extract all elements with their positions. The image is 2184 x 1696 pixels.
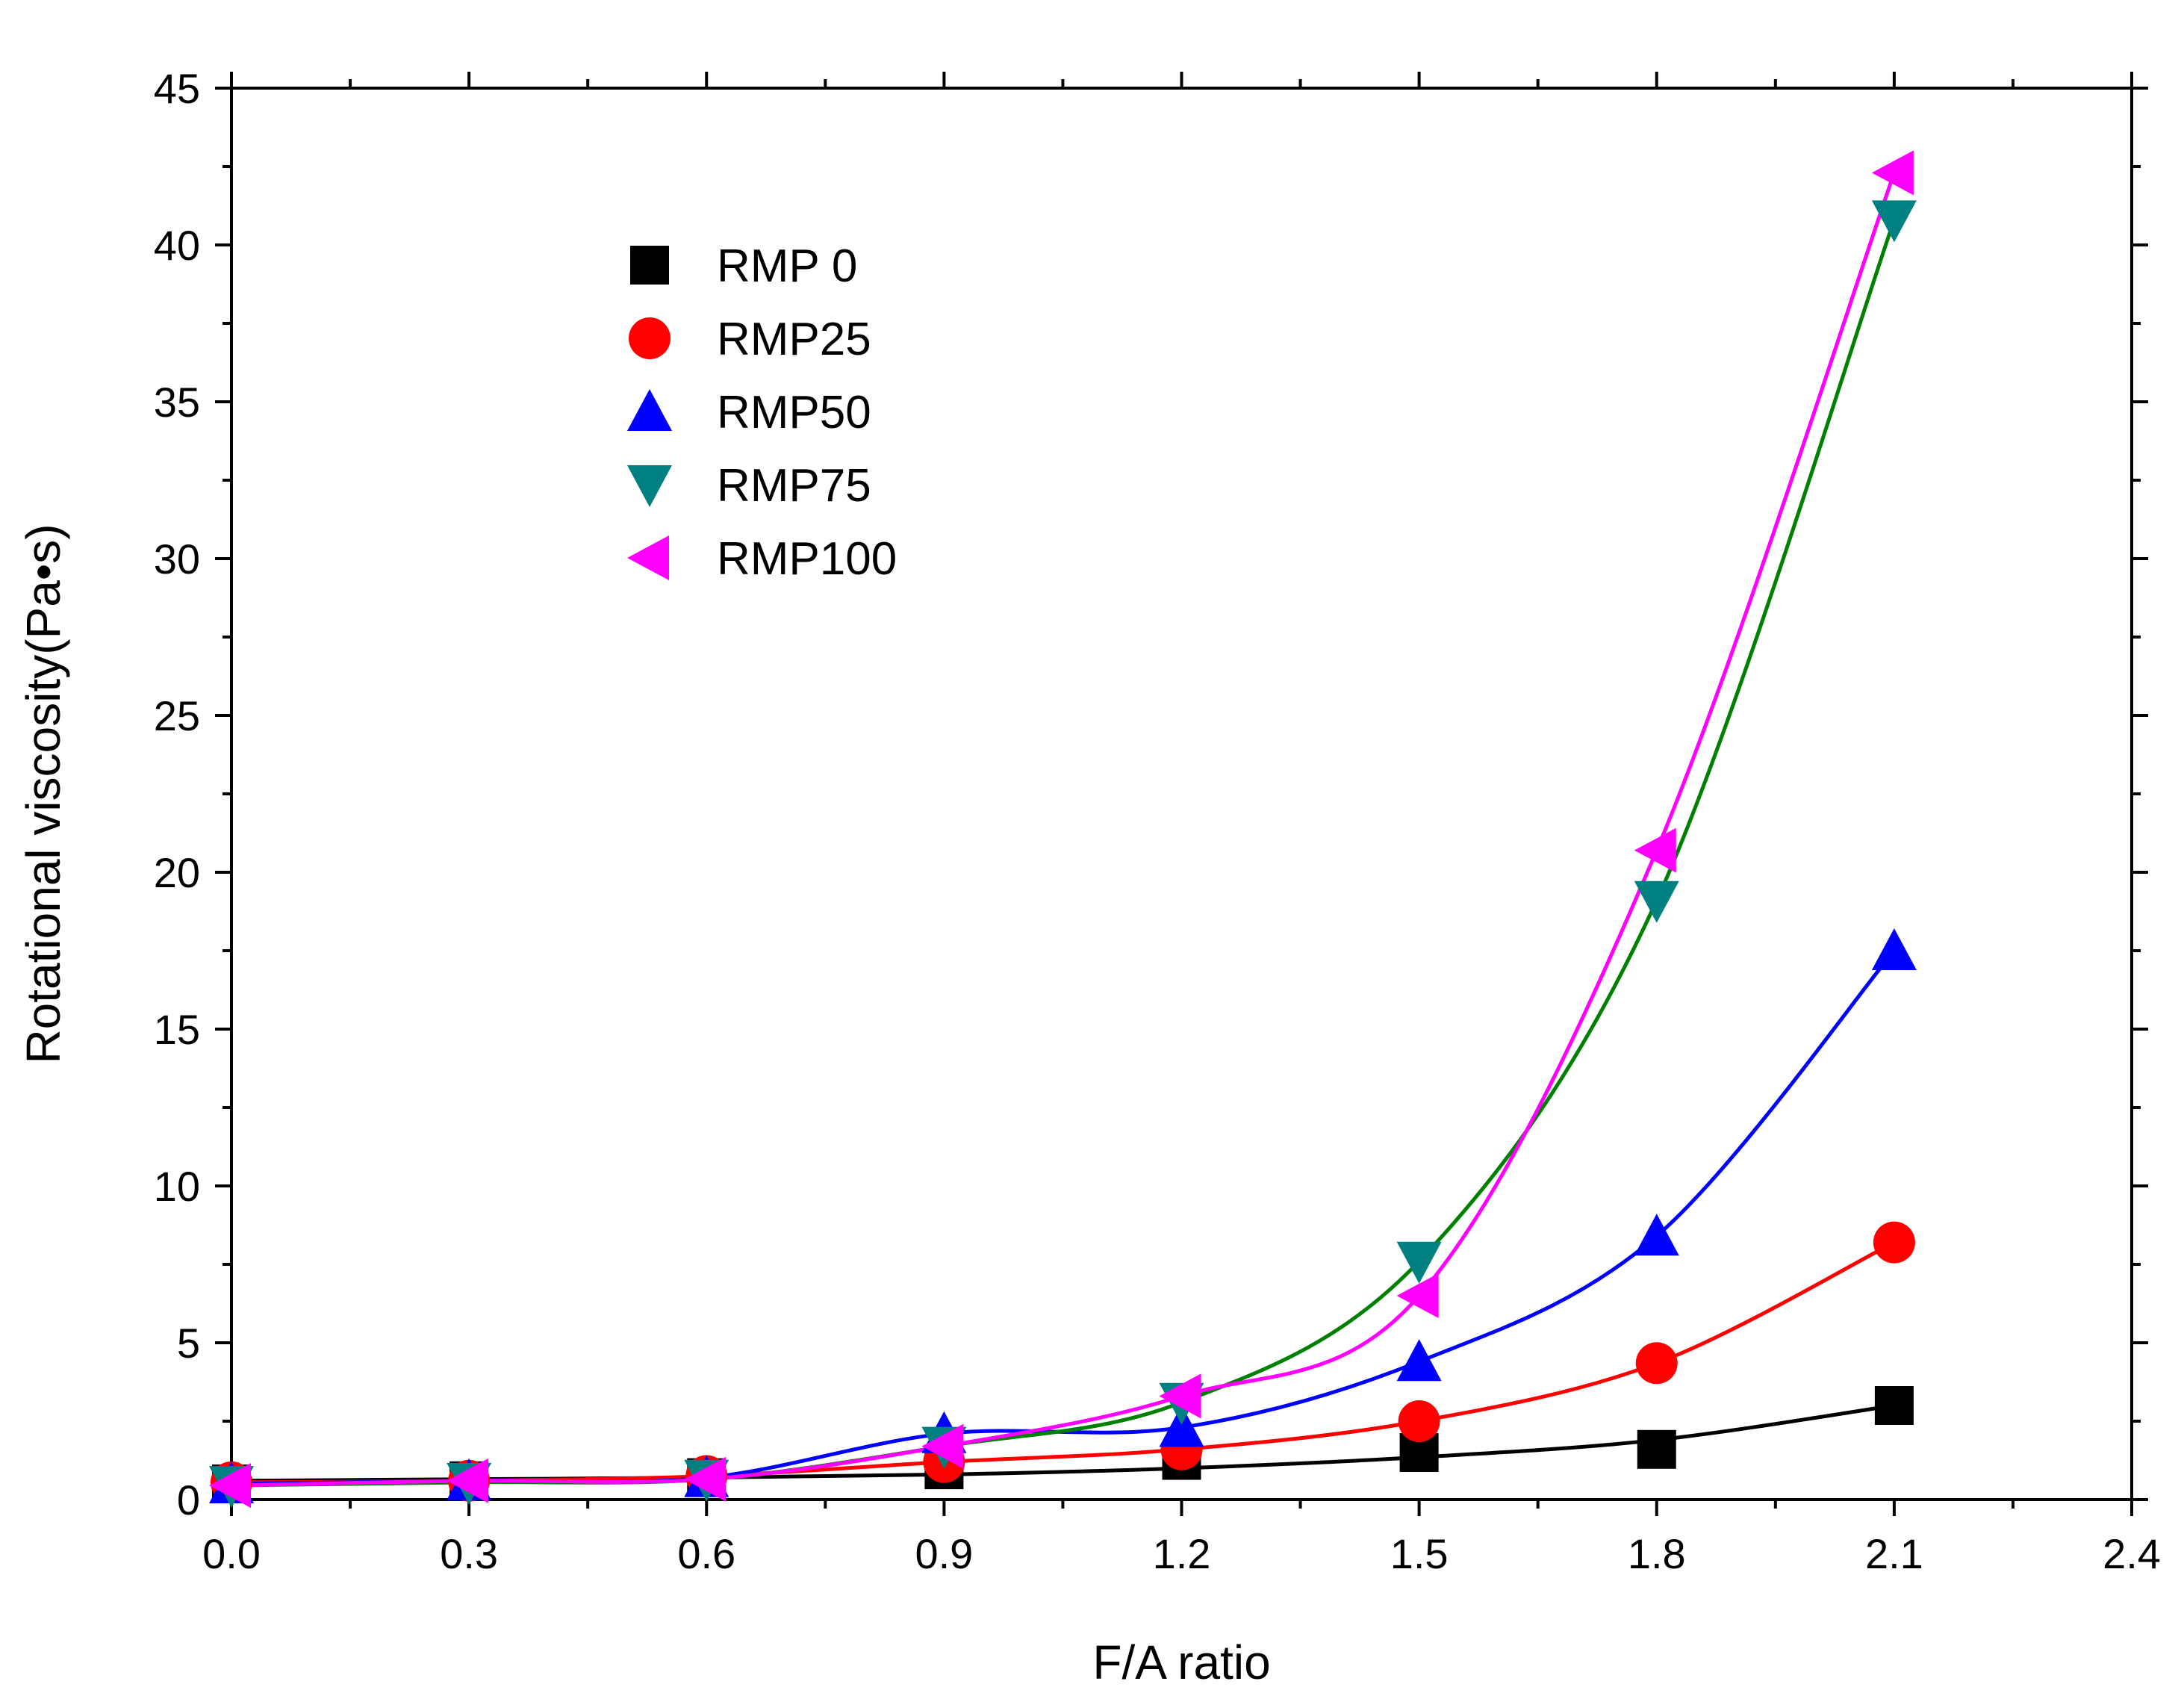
data-point-rmp50: [1159, 1405, 1204, 1447]
x-tick-label: 0.6: [677, 1530, 735, 1577]
data-point-rmp75: [1396, 1241, 1442, 1284]
y-tick-label: 25: [154, 692, 200, 739]
data-point-rmp100: [1159, 1373, 1201, 1419]
data-point-rmp100: [1634, 827, 1676, 873]
legend-label: RMP100: [717, 533, 897, 585]
x-tick-label: 0.0: [202, 1530, 261, 1577]
data-point-rmp75: [1871, 200, 1917, 243]
y-axis-label: Rotational viscosity(Pa•s): [16, 524, 70, 1063]
legend: RMP 0 RMP25 RMP50 RMP75 RMP100: [627, 240, 897, 585]
legend-marker: [630, 246, 669, 285]
legend-label: RMP50: [717, 387, 871, 438]
legend-label: RMP 0: [717, 240, 857, 292]
y-tick-label: 20: [154, 849, 200, 896]
axis-ticks: 0.0 0.3 0.6 0.9 1.2 1.5 1.8 2.1 2.4 0 5 10 15 20 25 30 3…: [154, 65, 2161, 1577]
data-point-rmp50: [1634, 1214, 1679, 1256]
data-point-rmp100: [447, 1458, 489, 1503]
x-axis-label: F/A ratio: [1092, 1636, 1270, 1689]
y-tick-label: 40: [154, 222, 200, 269]
fit-curves: [231, 172, 1897, 1488]
data-point-rmp100: [1871, 150, 1914, 196]
data-point-rmp25: [1635, 1342, 1678, 1385]
legend-marker: [627, 535, 669, 580]
x-tick-label: 1.5: [1390, 1530, 1449, 1577]
data-point-rmp50: [1396, 1339, 1442, 1382]
legend-label: RMP25: [717, 314, 871, 365]
y-tick-label: 0: [177, 1476, 200, 1523]
data-point-rmp25: [1873, 1221, 1915, 1264]
data-point-rmp100: [1396, 1273, 1439, 1318]
data-point-rmp100: [921, 1423, 964, 1469]
legend-marker: [627, 389, 672, 431]
legend-marker: [629, 317, 671, 359]
y-tick-label: 45: [154, 65, 200, 112]
data-point-rmp25: [1398, 1400, 1440, 1442]
y-tick-label: 30: [154, 535, 200, 583]
y-tick-label: 10: [154, 1163, 200, 1210]
y-tick-label: 15: [154, 1006, 200, 1053]
data-point-rmp100: [209, 1463, 251, 1509]
x-tick-label: 0.9: [915, 1530, 973, 1577]
y-tick-label: 5: [177, 1320, 200, 1367]
legend-label: RMP75: [717, 460, 871, 512]
data-point-rmp75: [1634, 880, 1679, 923]
x-tick-label: 0.3: [440, 1530, 498, 1577]
y-tick-label: 35: [154, 379, 200, 426]
legend-marker: [627, 465, 672, 507]
data-point-rmp0: [1637, 1429, 1676, 1469]
plot-frame: [230, 87, 2133, 1501]
x-tick-label: 1.8: [1628, 1530, 1686, 1577]
data-markers: [209, 150, 1917, 1509]
data-point-rmp50: [1871, 928, 1917, 970]
x-tick-label: 2.4: [2103, 1530, 2161, 1577]
fit-curve-rmp50: [231, 949, 1896, 1486]
x-tick-label: 2.1: [1865, 1530, 1923, 1577]
data-point-rmp0: [1874, 1386, 1914, 1425]
data-point-rmp100: [684, 1456, 727, 1502]
x-tick-label: 1.2: [1153, 1530, 1211, 1577]
fit-curve-rmp100: [231, 172, 1897, 1488]
